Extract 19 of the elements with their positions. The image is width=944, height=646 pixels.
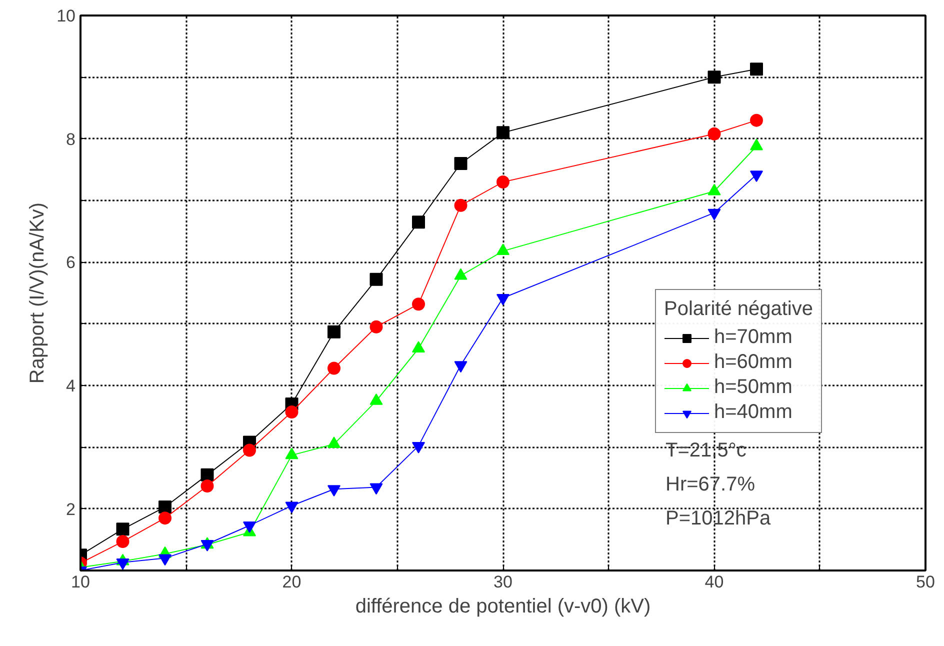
x-tick-label: 30	[494, 572, 512, 592]
x-tick-label: 40	[704, 572, 724, 592]
y-tick-label: 4	[66, 376, 76, 396]
x-axis-title: différence de potentiel (v-v0) (kV)	[355, 596, 651, 618]
y-tick-label: 2	[66, 500, 76, 519]
legend-label: h=70mm	[714, 326, 792, 349]
y-axis-title: Rapport (I/V)(nA/Kv)	[26, 202, 49, 384]
y-tick-label: 6	[66, 253, 76, 272]
annotation: P=1012hPa	[666, 508, 772, 530]
x-tick-label: 20	[282, 572, 302, 592]
x-tick-label: 50	[916, 572, 935, 592]
legend-label: h=40mm	[714, 401, 792, 424]
legend-label: h=50mm	[714, 376, 792, 399]
y-tick-label: 8	[66, 130, 76, 149]
legend-label: h=60mm	[714, 351, 792, 374]
annotation: Hr=67.7%	[666, 474, 756, 496]
y-tick-label: 10	[56, 6, 76, 26]
legend-title: Polarité négative	[664, 298, 813, 321]
annotation: T=21.5°c	[666, 440, 746, 462]
